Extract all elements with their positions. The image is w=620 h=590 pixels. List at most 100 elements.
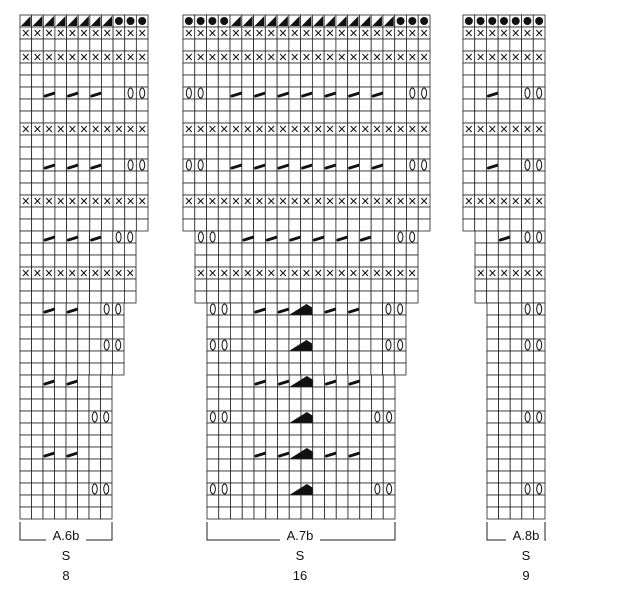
grid-cell bbox=[405, 254, 419, 268]
grid-cell bbox=[497, 146, 511, 160]
symbol-yo bbox=[91, 483, 98, 495]
symbol-x bbox=[291, 269, 298, 277]
symbol-yo bbox=[103, 483, 110, 495]
grid-cell bbox=[497, 290, 511, 304]
grid-cell bbox=[288, 494, 302, 508]
grid-cell bbox=[54, 434, 67, 448]
grid-cell bbox=[100, 482, 113, 496]
symbol-triangle bbox=[44, 16, 54, 26]
grid-cell bbox=[532, 170, 546, 184]
grid-cell bbox=[253, 470, 267, 484]
grid-cell bbox=[253, 278, 266, 292]
symbol-yo bbox=[197, 231, 204, 243]
grid-cell bbox=[230, 398, 243, 412]
grid-cell bbox=[218, 242, 231, 256]
grid-cell bbox=[19, 242, 33, 256]
symbol-x bbox=[209, 269, 216, 277]
size-label: S bbox=[522, 548, 531, 563]
grid-cell bbox=[509, 134, 522, 148]
grid-cell bbox=[311, 254, 325, 268]
symbol-x bbox=[127, 53, 134, 61]
grid-cell bbox=[359, 398, 372, 412]
grid-cell bbox=[66, 62, 79, 76]
grid-cell bbox=[486, 170, 499, 184]
grid-cell bbox=[112, 254, 125, 268]
grid-cell bbox=[323, 74, 337, 88]
grid-cell bbox=[521, 446, 534, 460]
grid-cell bbox=[533, 398, 546, 412]
grid-cell bbox=[54, 110, 67, 124]
grid-cell bbox=[359, 206, 372, 220]
grid-cell bbox=[54, 326, 67, 340]
grid-cell bbox=[371, 470, 384, 484]
symbol-x bbox=[127, 29, 134, 37]
grid-cell bbox=[359, 158, 372, 172]
symbol-x bbox=[209, 53, 216, 61]
symbol-x bbox=[185, 197, 193, 205]
symbol-triangle bbox=[55, 16, 66, 26]
grid-cell bbox=[394, 134, 407, 148]
grid-cell bbox=[65, 314, 79, 328]
grid-cell bbox=[347, 230, 360, 244]
grid-cell bbox=[265, 434, 278, 448]
grid-cell bbox=[241, 386, 255, 400]
grid-cell bbox=[509, 62, 522, 76]
grid-cell bbox=[311, 98, 325, 112]
grid-cell bbox=[276, 182, 290, 196]
symbol-x bbox=[209, 29, 216, 37]
symbol-x bbox=[326, 29, 334, 37]
grid-cell bbox=[371, 434, 384, 448]
grid-cell bbox=[253, 62, 266, 76]
grid-cell bbox=[135, 170, 149, 184]
grid-cell bbox=[19, 422, 32, 436]
grid-cell bbox=[498, 350, 511, 364]
grid-cell bbox=[230, 494, 243, 508]
grid-cell bbox=[288, 158, 302, 172]
symbol-yo bbox=[221, 303, 228, 315]
grid-cell bbox=[88, 410, 101, 424]
symbol-dot bbox=[420, 17, 429, 25]
grid-cell bbox=[382, 182, 396, 196]
grid-cell bbox=[358, 290, 372, 304]
grid-cell bbox=[54, 254, 67, 268]
grid-cell bbox=[462, 146, 476, 160]
grid-cell bbox=[533, 314, 546, 328]
grid-cell bbox=[194, 206, 207, 220]
symbol-triangle bbox=[79, 16, 89, 26]
grid-cell bbox=[77, 314, 90, 328]
grid-cell bbox=[194, 230, 208, 244]
symbol-yo bbox=[536, 411, 543, 423]
grid-cell bbox=[241, 206, 254, 220]
symbol-x bbox=[185, 53, 193, 61]
symbol-x bbox=[477, 125, 484, 133]
grid-cell bbox=[229, 242, 243, 256]
grid-cell bbox=[100, 326, 113, 340]
grid-cell bbox=[486, 254, 499, 268]
symbol-x bbox=[232, 29, 240, 37]
grid-cell bbox=[88, 362, 102, 376]
grid-cell bbox=[218, 290, 231, 304]
grid-cell bbox=[112, 338, 125, 352]
grid-cell bbox=[347, 422, 361, 436]
symbol-triangle bbox=[336, 16, 347, 26]
grid-cell bbox=[100, 446, 113, 460]
grid-cell bbox=[264, 182, 278, 196]
grid-cell bbox=[100, 254, 114, 268]
grid-cell bbox=[194, 86, 207, 100]
symbol-yo bbox=[524, 483, 531, 495]
grid-cell bbox=[323, 314, 337, 328]
symbol-yo bbox=[385, 303, 392, 315]
grid-cell bbox=[521, 458, 534, 472]
grid-cell bbox=[77, 98, 91, 112]
grid-cell bbox=[498, 338, 511, 352]
grid-cell bbox=[288, 506, 302, 520]
grid-cell bbox=[498, 482, 511, 496]
symbol-x bbox=[397, 53, 404, 61]
grid-cell bbox=[276, 254, 290, 268]
grid-cell bbox=[521, 110, 534, 124]
grid-cell bbox=[241, 326, 255, 340]
grid-cell bbox=[498, 470, 511, 484]
symbol-x bbox=[268, 269, 275, 277]
grid-cell bbox=[323, 182, 337, 196]
grid-cell bbox=[474, 158, 487, 172]
